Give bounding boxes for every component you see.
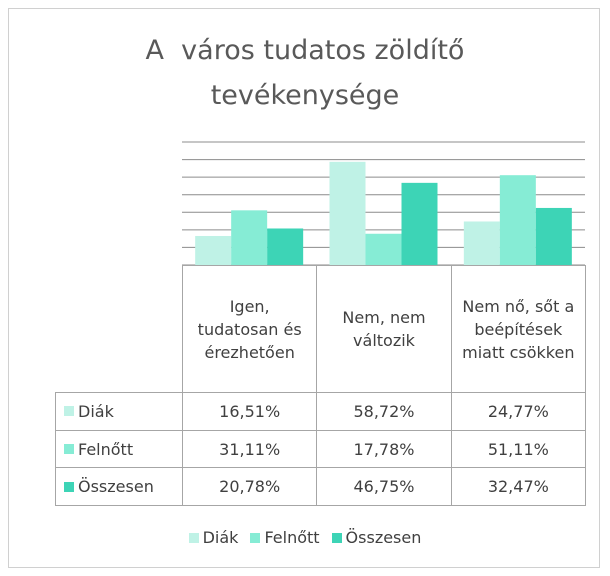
bar	[231, 210, 268, 265]
table-cell: 31,11%	[182, 429, 318, 469]
row-label: Felnőtt	[78, 439, 134, 459]
table-cell: 24,77%	[450, 392, 586, 431]
table-cell: 46,75%	[316, 467, 452, 507]
chart-frame	[8, 8, 600, 568]
legend-key	[188, 532, 199, 543]
legend: Diák Felnőtt Összesen	[0, 528, 610, 547]
bar	[499, 175, 536, 265]
legend-label: Összesen	[345, 528, 422, 547]
table-row-header: Összesen	[55, 467, 183, 507]
legend-label: Felnőtt	[264, 528, 320, 547]
legend-item: Összesen	[331, 528, 422, 547]
chart-title: A város tudatos zöldítő tevékenysége	[145, 35, 474, 111]
row-label: Diák	[78, 401, 114, 421]
bar	[535, 207, 572, 265]
table-cell: 58,72%	[316, 392, 452, 431]
legend-key	[64, 406, 74, 417]
table-cell: 17,78%	[316, 429, 452, 469]
legend-item: Felnőtt	[250, 528, 320, 547]
table-row-header: Felnőtt	[55, 429, 183, 469]
bar	[365, 233, 402, 265]
legend-key	[64, 481, 74, 492]
table-cell: 16,51%	[182, 392, 318, 431]
legend-key	[64, 444, 74, 455]
table-header-cell: Nem, nem változik	[316, 265, 452, 393]
legend-key	[331, 532, 342, 543]
table-cell: 20,78%	[182, 467, 318, 507]
bar	[267, 228, 304, 265]
legend-key	[250, 532, 261, 543]
bar	[463, 221, 500, 265]
table-cell: 32,47%	[450, 467, 586, 507]
legend-label: Diák	[202, 528, 239, 547]
table-row-header: Diák	[55, 392, 183, 431]
bar	[195, 235, 232, 265]
legend-item: Diák	[188, 528, 239, 547]
table-header-cell: Igen, tudatosan és érezhetően	[182, 265, 318, 393]
table-cell: 51,11%	[450, 429, 586, 469]
row-label: Összesen	[78, 477, 154, 497]
table-header-cell: Nem nő, sőt a beépítések miatt csökken	[450, 265, 586, 393]
bar	[401, 182, 438, 265]
bar	[329, 161, 366, 265]
